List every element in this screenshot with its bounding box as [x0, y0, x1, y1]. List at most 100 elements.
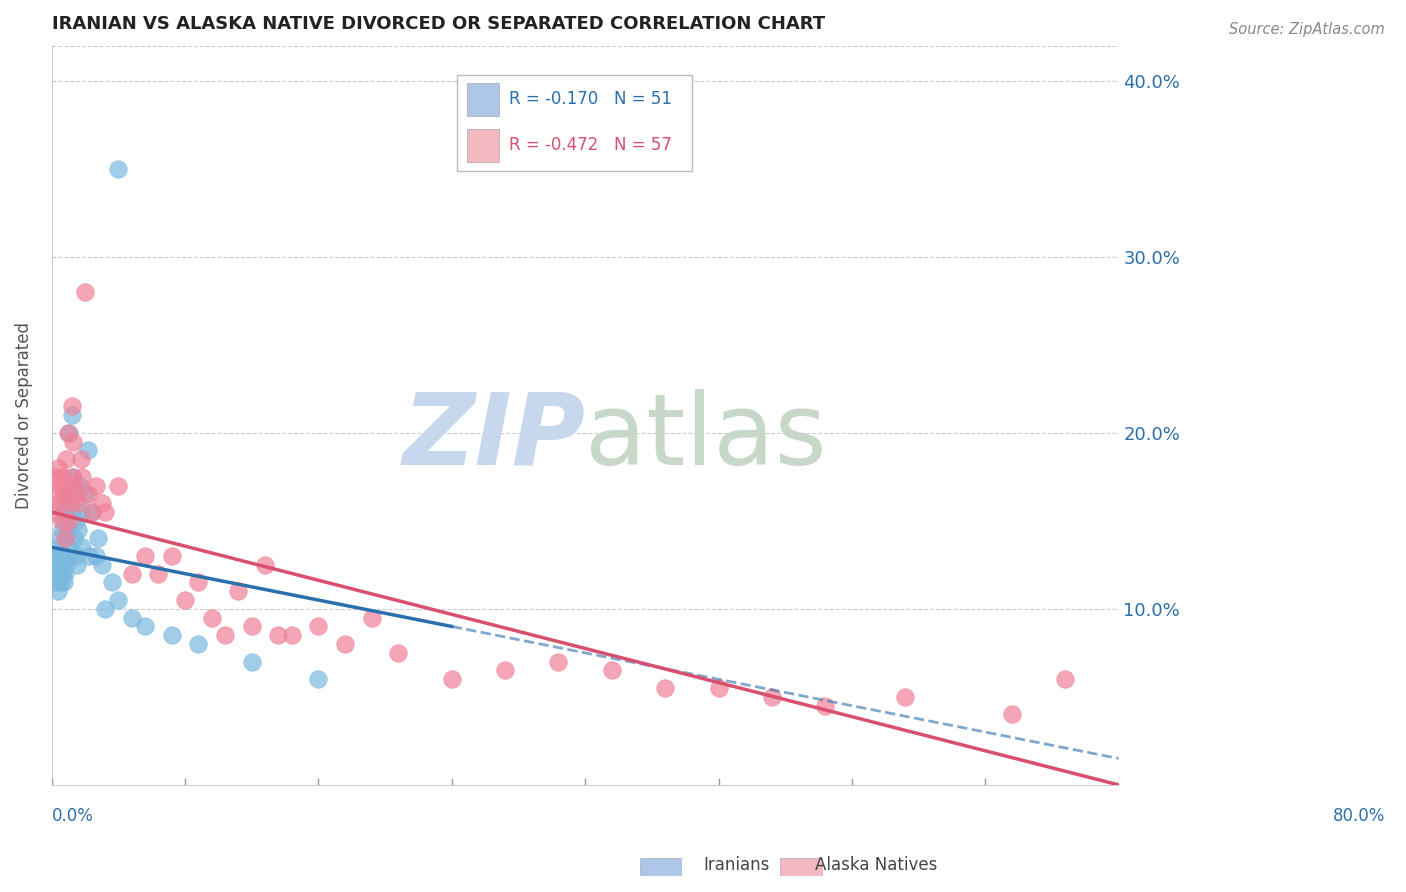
Text: 0.0%: 0.0% — [52, 807, 94, 825]
Point — [56, 425, 79, 440]
Point — [84, 478, 107, 492]
Point — [76, 487, 98, 501]
Point — [134, 549, 156, 563]
Point — [72, 541, 94, 555]
Point — [72, 470, 94, 484]
Point — [62, 434, 84, 449]
Point — [67, 496, 90, 510]
Point — [134, 619, 156, 633]
Point — [44, 505, 66, 519]
Text: Iranians: Iranians — [703, 856, 769, 874]
Point — [67, 523, 90, 537]
Point — [228, 584, 250, 599]
Point — [66, 558, 89, 572]
Point — [254, 558, 277, 572]
Point — [55, 558, 77, 572]
Text: IRANIAN VS ALASKA NATIVE DIVORCED OR SEPARATED CORRELATION CHART: IRANIAN VS ALASKA NATIVE DIVORCED OR SEP… — [52, 15, 825, 33]
Point — [107, 478, 129, 492]
Point — [267, 628, 290, 642]
Text: 80.0%: 80.0% — [1333, 807, 1385, 825]
Point — [46, 566, 69, 581]
Point — [58, 523, 80, 537]
Point — [55, 452, 77, 467]
Point — [51, 514, 73, 528]
Point — [59, 496, 82, 510]
Point — [600, 664, 623, 678]
Point — [160, 549, 183, 563]
Point — [75, 285, 97, 299]
Point — [1054, 673, 1077, 687]
Point — [654, 681, 676, 695]
Point — [547, 655, 569, 669]
Point — [62, 470, 84, 484]
Point — [80, 505, 103, 519]
Point — [240, 655, 263, 669]
Point — [52, 575, 75, 590]
Point — [187, 575, 209, 590]
Point — [45, 470, 67, 484]
Point — [894, 690, 917, 704]
Point — [84, 549, 107, 563]
Point — [94, 602, 117, 616]
Text: atlas: atlas — [585, 389, 827, 486]
Point — [58, 514, 80, 528]
Point — [48, 558, 70, 572]
Y-axis label: Divorced or Separated: Divorced or Separated — [15, 322, 32, 508]
Point — [53, 532, 76, 546]
Point — [70, 452, 93, 467]
Point — [48, 541, 70, 555]
Point — [51, 566, 73, 581]
Point — [63, 478, 86, 492]
Point — [148, 566, 170, 581]
Point — [65, 487, 87, 501]
Point — [52, 487, 75, 501]
Point — [707, 681, 730, 695]
Point — [80, 505, 103, 519]
Point — [761, 690, 783, 704]
Point — [76, 443, 98, 458]
Point — [494, 664, 516, 678]
Point — [91, 558, 114, 572]
Point — [91, 496, 114, 510]
Point — [308, 673, 330, 687]
Point — [69, 478, 91, 492]
Point — [160, 628, 183, 642]
Point — [45, 558, 67, 572]
Point — [51, 523, 73, 537]
Point — [56, 549, 79, 563]
Point — [60, 470, 83, 484]
Point — [48, 496, 70, 510]
Point — [1001, 707, 1024, 722]
Point — [56, 487, 79, 501]
Text: Source: ZipAtlas.com: Source: ZipAtlas.com — [1229, 22, 1385, 37]
Point — [281, 628, 304, 642]
Point — [387, 646, 409, 660]
Point — [52, 514, 75, 528]
Point — [65, 514, 87, 528]
Point — [53, 566, 76, 581]
Point — [440, 673, 463, 687]
Point — [360, 610, 382, 624]
Point — [49, 549, 72, 563]
Point — [75, 487, 97, 501]
Point — [55, 496, 77, 510]
Text: Alaska Natives: Alaska Natives — [815, 856, 938, 874]
Point — [87, 532, 110, 546]
Point — [100, 575, 122, 590]
Point — [333, 637, 356, 651]
Point — [60, 409, 83, 423]
Point — [60, 400, 83, 414]
Point — [46, 575, 69, 590]
Point — [308, 619, 330, 633]
Point — [60, 505, 83, 519]
Point — [59, 541, 82, 555]
Point — [240, 619, 263, 633]
Point — [44, 549, 66, 563]
Point — [201, 610, 224, 624]
Point — [174, 593, 197, 607]
Point — [48, 584, 70, 599]
Point — [121, 566, 143, 581]
Point — [94, 505, 117, 519]
Point — [48, 532, 70, 546]
Point — [121, 610, 143, 624]
